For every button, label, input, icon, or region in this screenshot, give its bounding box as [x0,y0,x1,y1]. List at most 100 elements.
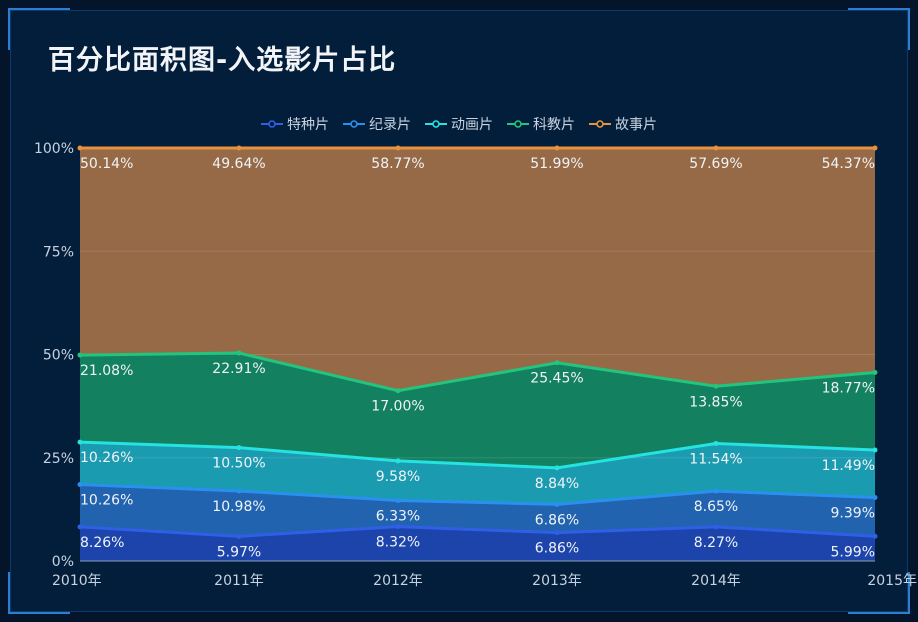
legend-marker-icon [507,120,529,128]
data-point [554,360,560,366]
x-tick-label: 2010年 [52,573,102,589]
data-point [395,497,401,503]
area-1 [80,484,875,537]
data-label: 8.65% [694,499,738,515]
data-label: 54.37% [822,156,875,172]
data-label: 5.99% [831,544,875,560]
legend: 特种片 纪录片 动画片 科教片 故事片 [0,114,918,134]
x-tick-label: 2015年 [867,573,917,589]
legend-marker-icon [343,120,365,128]
legend-label: 故事片 [615,117,657,133]
legend-label: 科教片 [533,117,575,133]
y-tick-label: 25% [43,451,74,467]
data-point [236,145,242,151]
data-label: 6.86% [535,541,579,557]
frame-corner [8,8,70,50]
series-line-0 [79,525,876,538]
data-label: 10.50% [212,456,265,472]
legend-item[interactable]: 纪录片 [343,114,411,134]
data-point [554,145,560,151]
area-4 [80,148,875,391]
data-label: 10.26% [80,493,133,509]
x-tick-label: 2012年 [373,573,423,589]
legend-label: 纪录片 [369,117,411,133]
data-label: 5.97% [217,544,261,560]
data-label: 25.45% [530,371,583,387]
data-label: 9.58% [376,469,420,485]
data-label: 50.14% [80,156,133,172]
y-tick-label: 0% [52,554,74,570]
data-point [872,370,878,376]
data-label: 49.64% [212,156,265,172]
legend-item[interactable]: 动画片 [425,114,493,134]
data-label: 10.98% [212,499,265,515]
data-point [77,524,83,530]
data-label: 13.85% [689,394,742,410]
frame-corner [848,8,910,50]
data-point [713,524,719,530]
legend-marker-icon [589,120,611,128]
data-label: 8.84% [535,476,579,492]
data-point [395,145,401,151]
data-label: 6.86% [535,512,579,528]
data-point [236,445,242,451]
series-line-3 [79,351,876,393]
data-point [713,383,719,389]
area-2 [80,442,875,505]
data-point [236,350,242,356]
data-point [872,145,878,151]
data-label: 10.26% [80,450,133,466]
data-point [554,501,560,507]
data-label: 11.54% [689,451,742,467]
data-label: 17.00% [371,399,424,415]
frame-corner [8,572,70,614]
data-point [713,488,719,494]
data-point [77,352,83,358]
data-point [395,524,401,530]
legend-item[interactable]: 特种片 [261,114,329,134]
data-label: 11.49% [822,458,875,474]
x-tick-label: 2014年 [691,573,741,589]
data-point [872,533,878,539]
data-label: 57.69% [689,156,742,172]
y-tick-label: 50% [43,348,74,364]
data-label: 6.33% [376,508,420,524]
legend-item[interactable]: 科教片 [507,114,575,134]
series-line-1 [79,483,876,506]
y-tick-label: 100% [34,141,74,157]
data-point [554,465,560,471]
data-label: 22.91% [212,361,265,377]
legend-marker-icon [425,120,447,128]
data-point [872,494,878,500]
data-point [554,530,560,536]
data-point [236,488,242,494]
data-label: 8.26% [80,535,124,551]
y-tick-label: 75% [43,244,74,260]
frame-corner [848,572,910,614]
data-label: 9.39% [831,505,875,521]
legend-item[interactable]: 故事片 [589,114,657,134]
data-point [872,447,878,453]
legend-label: 动画片 [451,117,493,133]
data-label: 21.08% [80,363,133,379]
data-label: 8.27% [694,535,738,551]
data-point [77,439,83,445]
data-label: 58.77% [371,156,424,172]
data-label: 51.99% [530,156,583,172]
series-line-2 [79,440,876,470]
data-point [713,440,719,446]
legend-label: 特种片 [287,117,329,133]
data-point [395,458,401,464]
legend-marker-icon [261,120,283,128]
data-point [77,145,83,151]
x-tick-label: 2013年 [532,573,582,589]
data-point [713,145,719,151]
data-point [395,388,401,394]
data-point [77,482,83,488]
data-label: 18.77% [822,381,875,397]
data-point [236,533,242,539]
data-label: 8.32% [376,535,420,551]
chart-title: 百分比面积图-入选影片占比 [48,45,397,76]
x-tick-label: 2011年 [214,573,264,589]
